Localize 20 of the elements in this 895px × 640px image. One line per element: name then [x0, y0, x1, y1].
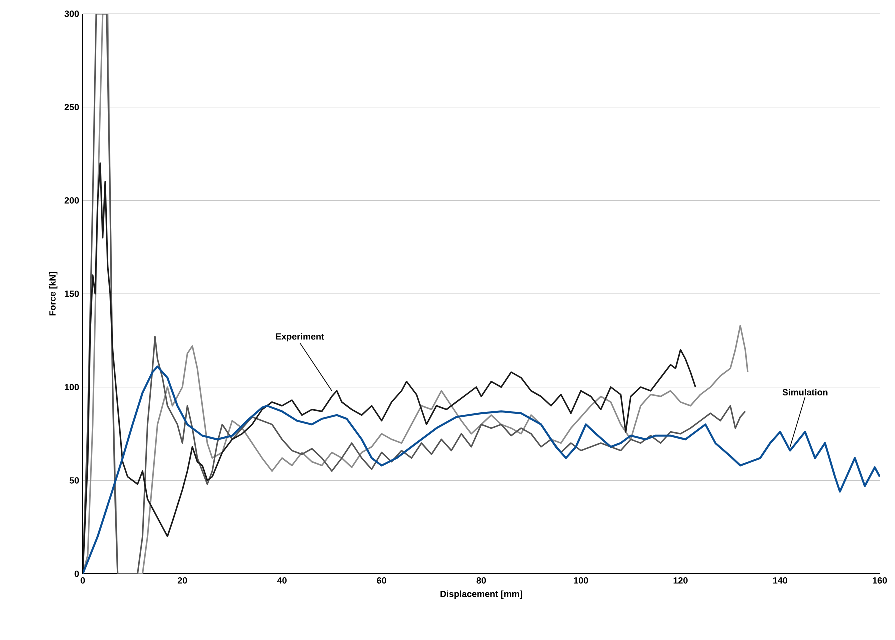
- x-tick-label: 100: [574, 578, 588, 584]
- annotation: Simulation: [782, 389, 828, 396]
- y-tick-label: 50: [70, 477, 80, 484]
- y-tick-label: 100: [65, 384, 80, 391]
- x-tick-label: 80: [476, 578, 486, 584]
- x-tick-label: 120: [674, 578, 688, 584]
- y-tick-label: 200: [64, 197, 80, 204]
- x-tick-label: 40: [277, 578, 287, 584]
- x-axis-title: Displacement [mm]: [440, 590, 522, 600]
- y-tick-label: 0: [74, 570, 80, 578]
- x-tick-label: 60: [377, 578, 386, 584]
- x-tick-label: 160: [873, 578, 888, 584]
- x-tick-label: 0: [80, 578, 86, 584]
- x-tick-label: 140: [773, 578, 788, 584]
- y-tick-label: 250: [64, 104, 80, 111]
- annotation: Experiment: [276, 333, 324, 342]
- x-tick-label: 20: [178, 578, 188, 584]
- y-tick-label: 300: [64, 10, 80, 18]
- y-tick-label: 150: [65, 290, 80, 298]
- y-axis-title: Force [kN]: [49, 272, 58, 316]
